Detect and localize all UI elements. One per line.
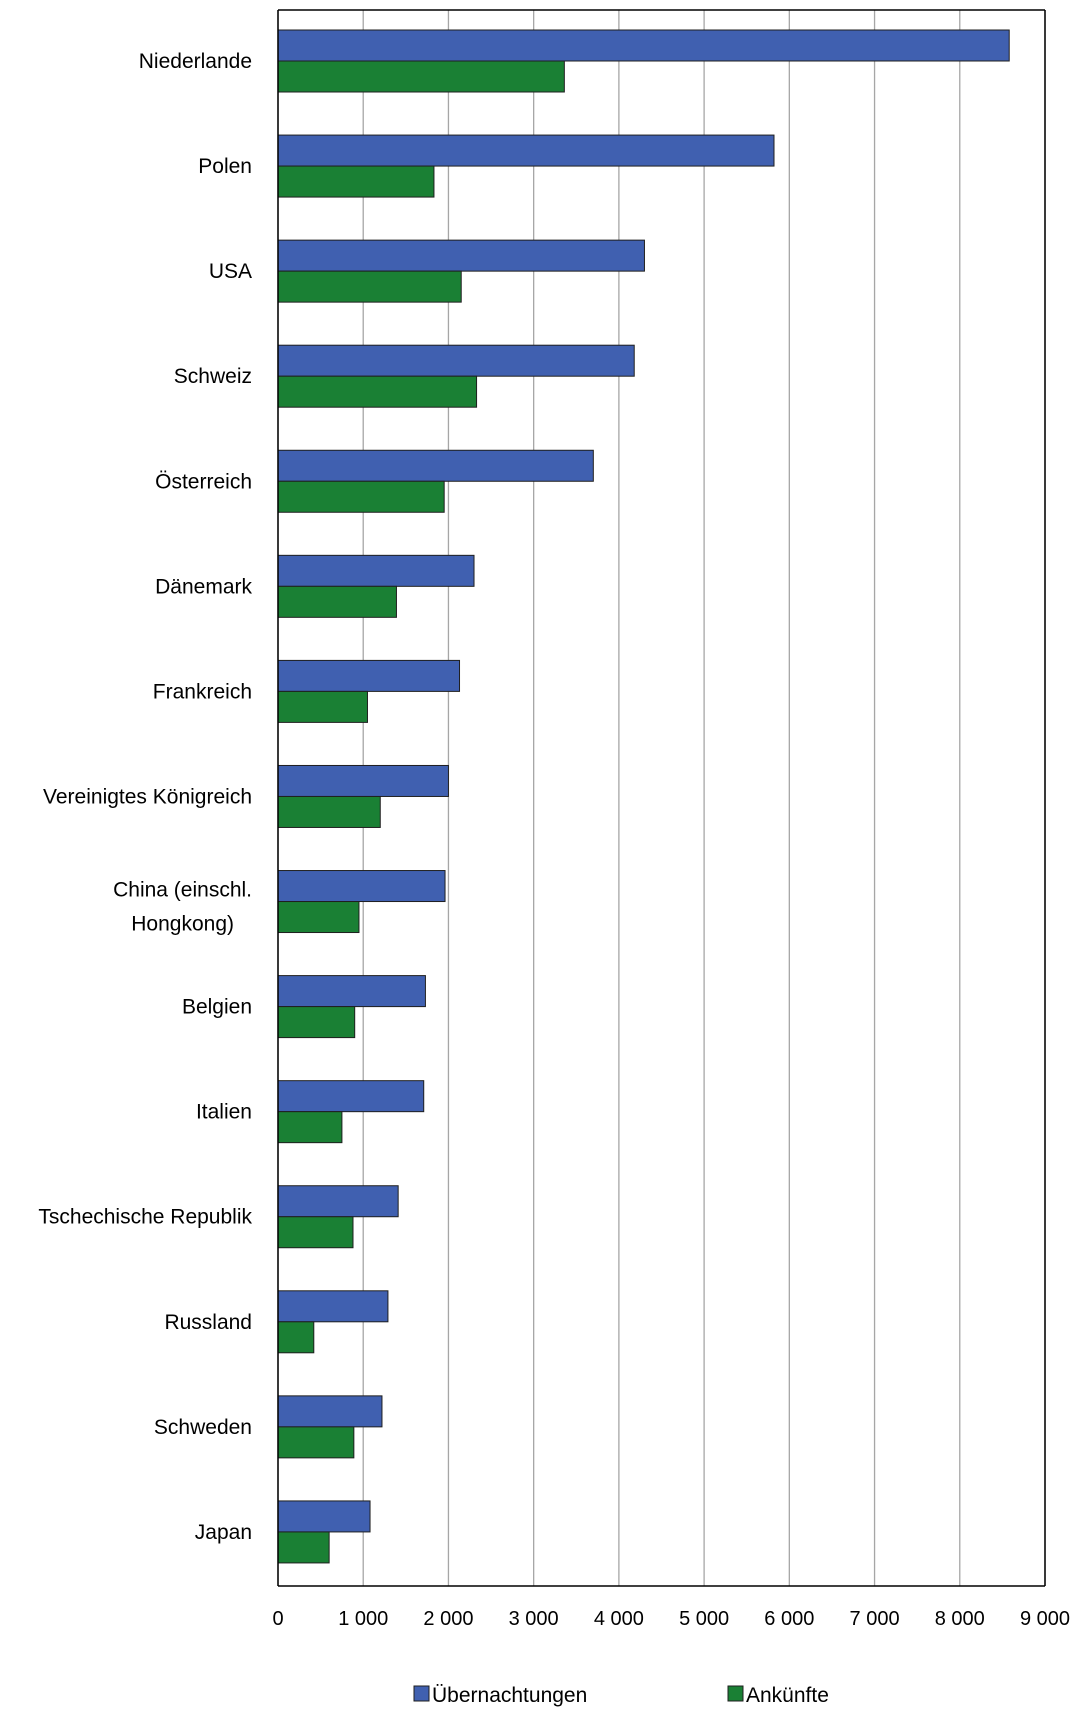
category-label: Russland	[164, 1311, 252, 1334]
legend-label: Übernachtungen	[432, 1684, 587, 1707]
bar	[277, 1111, 343, 1144]
x-tick-label: 9 000	[1020, 1608, 1070, 1630]
bar	[277, 480, 445, 513]
bar	[277, 554, 475, 587]
category-label: Japan	[195, 1521, 252, 1544]
bar	[277, 1321, 315, 1354]
bar	[277, 1500, 371, 1533]
bar	[277, 449, 594, 482]
bars	[277, 29, 1010, 1564]
category-label: Dänemark	[155, 575, 252, 598]
legend-swatch	[727, 1685, 744, 1702]
bar	[277, 1426, 355, 1459]
category-label: USA	[209, 260, 252, 283]
x-tick-labels: 0 1 000 2 000 3 000 4 000 5 000 6 000 7 000 8 00…	[272, 1608, 1070, 1630]
bar	[277, 659, 461, 692]
x-tick-label: 0	[272, 1608, 283, 1630]
bar	[277, 60, 565, 93]
bar	[277, 585, 397, 618]
category-label: Niederlande	[139, 50, 252, 73]
legend-label: Ankünfte	[746, 1684, 829, 1707]
bar	[277, 1080, 425, 1113]
bar	[277, 1216, 354, 1249]
category-label: Vereinigtes Königreich	[43, 785, 252, 808]
bar	[277, 270, 462, 303]
bar	[277, 29, 1010, 62]
x-tick-label: 3 000	[509, 1608, 559, 1630]
bar	[277, 1006, 356, 1039]
bar	[277, 795, 381, 828]
bar	[277, 901, 360, 934]
category-label: Österreich	[155, 470, 252, 493]
bar	[277, 690, 368, 723]
category-labels: Niederlande Polen USA Schweiz Österreich Däne…	[38, 50, 252, 1544]
bar	[277, 1395, 383, 1428]
x-tick-label: 2 000	[423, 1608, 473, 1630]
category-label: Polen	[198, 155, 252, 178]
x-tick-label: 7 000	[850, 1608, 900, 1630]
bar	[277, 870, 446, 903]
bar	[277, 1290, 389, 1323]
category-label: Frankreich	[153, 680, 252, 703]
bar	[277, 344, 635, 377]
category-label: Schweiz	[174, 365, 252, 388]
x-tick-label: 8 000	[935, 1608, 985, 1630]
bar	[277, 134, 775, 167]
bar	[277, 165, 435, 198]
category-label: Italien	[196, 1101, 252, 1124]
category-label: Belgien	[182, 996, 252, 1019]
axes	[277, 9, 1046, 1587]
x-tick-label: 5 000	[679, 1608, 729, 1630]
x-tick-label: 6 000	[764, 1608, 814, 1630]
x-tick-label: 4 000	[594, 1608, 644, 1630]
category-label: Schweden	[154, 1416, 252, 1439]
x-tick-label: 1 000	[338, 1608, 388, 1630]
bar	[277, 375, 478, 408]
category-label: China (einschl. Hongkong)	[113, 879, 252, 936]
bar	[277, 239, 645, 272]
bar	[277, 1185, 399, 1218]
bar	[277, 1531, 330, 1564]
legend: Übernachtungen Ankünfte	[413, 1684, 829, 1707]
bar	[277, 764, 449, 797]
category-label: Tschechische Republik	[38, 1206, 252, 1229]
bar	[277, 975, 426, 1008]
legend-swatch	[413, 1685, 430, 1702]
